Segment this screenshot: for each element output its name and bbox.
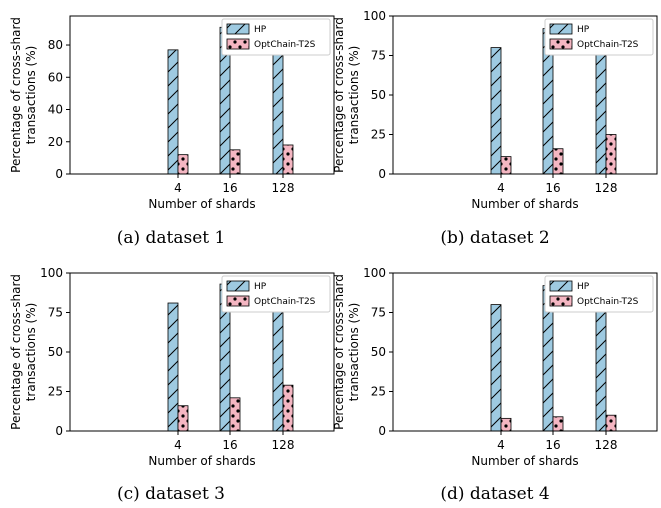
y-tick-label: 20 (48, 135, 63, 149)
y-tick-label: 75 (371, 49, 386, 63)
bar-hp-4 (167, 302, 179, 432)
x-axis-label: Number of shards (471, 197, 578, 211)
legend-label-hp: HP (254, 282, 267, 292)
x-tick-label-16: 16 (222, 438, 237, 452)
bar-hp-4 (490, 304, 502, 432)
x-tick-label-128: 128 (272, 438, 295, 452)
bar-optchain-t2s-128 (282, 144, 294, 175)
legend-swatch-hp (549, 280, 573, 292)
caption-dataset-1: (a) dataset 1 (116, 228, 226, 248)
bar-optchain-t2s-16 (552, 148, 564, 175)
y-axis-label-line: transactions (%) (347, 303, 361, 402)
x-tick-label-16: 16 (545, 181, 560, 195)
bar-optchain-t2s-128 (605, 134, 617, 175)
caption-dataset-4: (d) dataset 4 (440, 484, 550, 504)
legend-swatch-optchain-t2s (226, 38, 250, 50)
y-axis-label-line: Percentage of cross-shard (332, 274, 346, 430)
y-tick-label: 80 (48, 38, 63, 52)
x-tick-label-16: 16 (222, 181, 237, 195)
x-tick-label-128: 128 (272, 181, 295, 195)
legend-swatch-optchain-t2s (549, 38, 573, 50)
y-tick-label: 50 (371, 345, 386, 359)
legend: HP OptChain-T2S (544, 18, 654, 56)
bar-optchain-t2s-16 (552, 416, 564, 432)
legend-swatch-optchain-t2s (226, 295, 250, 307)
y-tick-label: 100 (363, 266, 386, 280)
y-tick-label: 0 (378, 424, 386, 438)
bar-optchain-t2s-4 (177, 154, 189, 175)
legend-swatch-hp (226, 23, 250, 35)
x-tick-label-4: 4 (174, 181, 182, 195)
y-axis-label-line: transactions (%) (24, 46, 38, 145)
y-axis-label: Percentage of cross-shardtransactions (%… (332, 274, 361, 430)
legend: HP OptChain-T2S (221, 18, 331, 56)
y-tick-label: 50 (48, 345, 63, 359)
bar-optchain-t2s-4 (500, 417, 512, 432)
y-axis-label: Percentage of cross-shardtransactions (%… (9, 17, 38, 173)
legend-label-hp: HP (577, 282, 590, 292)
y-tick-label: 60 (48, 70, 63, 84)
y-tick-label: 50 (371, 88, 386, 102)
bar-optchain-t2s-4 (500, 156, 512, 175)
y-tick-label: 25 (371, 128, 386, 142)
legend: HP OptChain-T2S (221, 275, 331, 313)
x-tick-label-4: 4 (497, 181, 505, 195)
y-axis-label-line: Percentage of cross-shard (9, 17, 23, 173)
bar-optchain-t2s-4 (177, 405, 189, 432)
legend-label-hp: HP (254, 25, 267, 35)
bar-optchain-t2s-128 (605, 414, 617, 432)
y-axis-label-line: Percentage of cross-shard (9, 274, 23, 430)
x-tick-label-128: 128 (595, 438, 618, 452)
chart-panel-1: 0 20 40 60 80 4 16 128 Number of shards Percentag… (9, 15, 335, 211)
y-tick-label: 0 (55, 424, 63, 438)
legend-label-optchain-t2s: OptChain-T2S (577, 297, 639, 307)
y-tick-label: 75 (371, 306, 386, 320)
y-tick-label: 75 (48, 306, 63, 320)
legend-swatch-optchain-t2s (549, 295, 573, 307)
x-tick-label-128: 128 (595, 181, 618, 195)
x-axis-label: Number of shards (471, 454, 578, 468)
legend-label-optchain-t2s: OptChain-T2S (254, 297, 316, 307)
x-tick-label-4: 4 (497, 438, 505, 452)
caption-dataset-3: (c) dataset 3 (116, 484, 225, 504)
legend-label-optchain-t2s: OptChain-T2S (254, 40, 316, 50)
y-tick-label: 40 (48, 103, 63, 117)
bar-optchain-t2s-128 (282, 384, 294, 432)
legend-swatch-hp (549, 23, 573, 35)
x-tick-label-16: 16 (545, 438, 560, 452)
y-tick-label: 100 (363, 9, 386, 23)
x-axis-label: Number of shards (148, 197, 255, 211)
bar-optchain-t2s-16 (229, 149, 241, 175)
bar-optchain-t2s-16 (229, 397, 241, 432)
y-tick-label: 100 (40, 266, 63, 280)
caption-dataset-2: (b) dataset 2 (440, 228, 550, 248)
y-tick-label: 0 (378, 167, 386, 181)
y-axis-label: Percentage of cross-shardtransactions (%… (9, 274, 38, 430)
legend-label-optchain-t2s: OptChain-T2S (577, 40, 639, 50)
y-tick-label: 25 (48, 385, 63, 399)
bar-hp-4 (167, 49, 179, 175)
y-axis-label-line: transactions (%) (24, 303, 38, 402)
x-axis-label: Number of shards (148, 454, 255, 468)
axes-frame (69, 15, 335, 175)
y-axis-label-line: transactions (%) (347, 46, 361, 145)
y-axis-label-line: Percentage of cross-shard (332, 17, 346, 173)
legend-swatch-hp (226, 280, 250, 292)
chart-panel-3: 0 25 50 75 100 4 16 128 Number of shards Percenta… (9, 266, 335, 468)
legend: HP OptChain-T2S (544, 275, 654, 313)
x-tick-label-4: 4 (174, 438, 182, 452)
y-tick-label: 0 (55, 167, 63, 181)
chart-panel-2: 0 25 50 75 100 4 16 128 Number of shards Percenta… (332, 9, 658, 211)
y-tick-label: 25 (371, 385, 386, 399)
bar-hp-4 (490, 47, 502, 175)
y-axis-label: Percentage of cross-shardtransactions (%… (332, 17, 361, 173)
chart-panel-4: 0 25 50 75 100 4 16 128 Number of shards Percenta… (332, 266, 658, 468)
legend-label-hp: HP (577, 25, 590, 35)
